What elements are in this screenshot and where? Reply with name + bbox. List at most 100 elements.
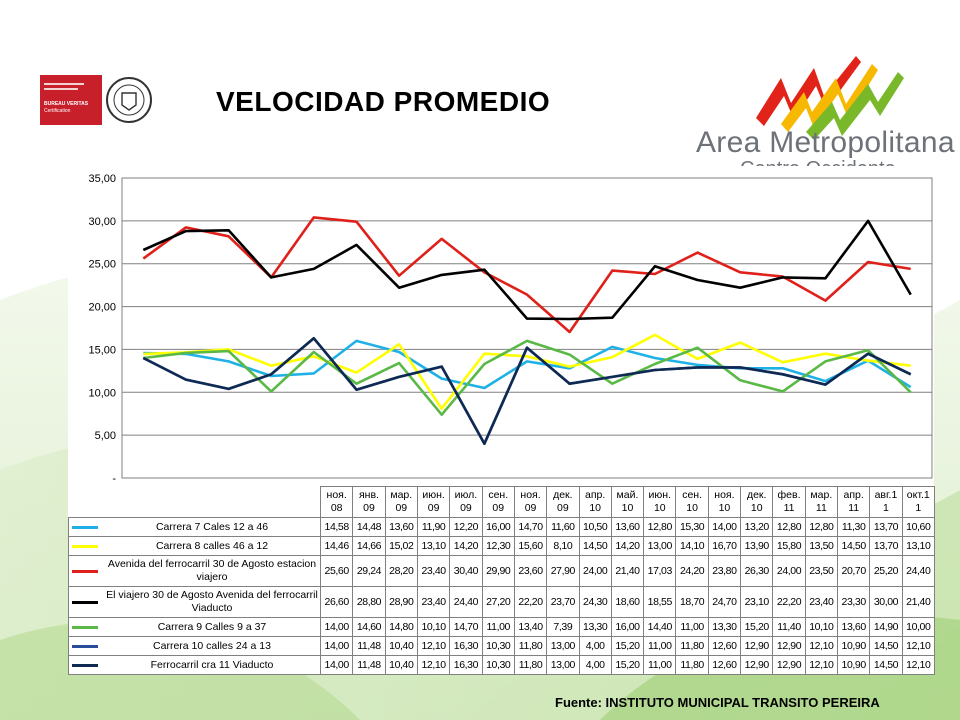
data-value: 11,00 bbox=[675, 617, 709, 637]
data-value: 11,00 bbox=[643, 636, 677, 656]
legend-entry: Carrera 7 Cales 12 a 46 bbox=[68, 517, 321, 537]
data-value: 10,10 bbox=[416, 617, 451, 637]
data-value: 13,10 bbox=[901, 536, 935, 556]
data-value: 14,50 bbox=[869, 655, 903, 675]
y-tick-label: 10,00 bbox=[88, 387, 116, 399]
data-value: 12,10 bbox=[416, 655, 451, 675]
legend-label: Carrera 8 calles 46 a 12 bbox=[155, 539, 269, 552]
data-value: 23,60 bbox=[513, 555, 548, 587]
legend-swatch bbox=[72, 644, 98, 648]
data-table: ноя. 08 янв. 09 мар. 09 июн. 09 июл. 09 сен. … bbox=[68, 486, 935, 675]
legend-label: Carrera 10 calles 24 a 13 bbox=[153, 639, 271, 652]
data-value: 14,20 bbox=[449, 536, 483, 556]
chart-panel: - 5,00 10,00 15,00 20,00 25,00 30,00 35,00 bbox=[68, 166, 934, 486]
data-value: 10,50 bbox=[578, 517, 612, 537]
data-value: 27,20 bbox=[481, 586, 515, 618]
bureau-veritas-certification-logo: BUREAU VERITAS Certification bbox=[40, 75, 156, 125]
series-line-5 bbox=[143, 339, 912, 416]
data-value: 23,40 bbox=[416, 586, 451, 618]
data-value: 25,20 bbox=[869, 555, 903, 587]
data-value: 14,00 bbox=[319, 655, 354, 675]
data-value: 23,10 bbox=[740, 586, 774, 618]
data-value: 12,90 bbox=[772, 636, 806, 656]
legend-label: Ferrocarril cra 11 Viaducto bbox=[150, 658, 274, 671]
legend-swatch bbox=[72, 625, 98, 629]
series-line-2 bbox=[143, 333, 911, 410]
data-value: 30,00 bbox=[869, 586, 903, 618]
data-value: 12,30 bbox=[481, 536, 515, 556]
cert-line-2: Certification bbox=[44, 108, 71, 114]
data-value: 24,30 bbox=[578, 586, 612, 618]
data-value: 10,30 bbox=[481, 655, 515, 675]
data-value: 14,20 bbox=[610, 536, 645, 556]
legend-label: El viajero 30 de Agosto Avenida del ferr… bbox=[106, 589, 318, 614]
data-value: 14,70 bbox=[449, 617, 483, 637]
data-value: 11,80 bbox=[675, 655, 709, 675]
data-value: 22,20 bbox=[772, 586, 806, 618]
data-value: 15,20 bbox=[740, 617, 774, 637]
legend-entry: Carrera 10 calles 24 a 13 bbox=[68, 636, 321, 656]
data-value: 22,20 bbox=[513, 586, 548, 618]
data-value: 21,40 bbox=[610, 555, 645, 587]
data-value: 10,40 bbox=[384, 655, 418, 675]
data-value: 24,70 bbox=[707, 586, 742, 618]
data-value: 13,60 bbox=[384, 517, 418, 537]
table-row: Carrera 7 Cales 12 a 46 14,58 14,48 13,60 11… bbox=[68, 517, 935, 537]
data-value: 11,48 bbox=[352, 636, 386, 656]
data-value: 11,80 bbox=[513, 636, 548, 656]
data-value: 23,40 bbox=[804, 586, 839, 618]
data-value: 10,10 bbox=[804, 617, 839, 637]
area-metropolitana-logo-icon bbox=[756, 56, 904, 140]
data-value: 23,50 bbox=[804, 555, 839, 587]
data-value: 10,60 bbox=[901, 517, 935, 537]
data-value: 14,00 bbox=[319, 617, 354, 637]
data-value: 11,60 bbox=[546, 517, 580, 537]
data-value: 28,90 bbox=[384, 586, 418, 618]
x-tick-label: янв. 09 bbox=[352, 486, 386, 518]
x-tick-label: июл. 09 bbox=[449, 486, 483, 518]
data-value: 11,90 bbox=[416, 517, 451, 537]
data-value: 12,90 bbox=[740, 636, 774, 656]
data-value: 16,30 bbox=[449, 655, 483, 675]
series-line-7 bbox=[142, 337, 912, 446]
x-tick-label: дек. 09 bbox=[546, 486, 580, 518]
x-tick-label: мар. 11 bbox=[804, 486, 839, 518]
data-value: 16,70 bbox=[707, 536, 742, 556]
series-line-4 bbox=[142, 219, 912, 321]
data-value: 13,70 bbox=[869, 536, 903, 556]
data-value: 13,20 bbox=[740, 517, 774, 537]
data-value: 4,00 bbox=[578, 655, 612, 675]
data-value: 12,10 bbox=[804, 636, 839, 656]
data-value: 12,90 bbox=[772, 655, 806, 675]
data-value: 16,30 bbox=[449, 636, 483, 656]
data-value: 12,80 bbox=[643, 517, 677, 537]
table-row: El viajero 30 de Agosto Avenida del ferr… bbox=[68, 586, 935, 618]
y-tick-label: 20,00 bbox=[88, 302, 116, 314]
logo-main-text: Area Metropolitana bbox=[696, 126, 955, 159]
x-tick-label: апр. 10 bbox=[578, 486, 612, 518]
data-value: 13,40 bbox=[513, 617, 548, 637]
data-value: 12,80 bbox=[804, 517, 839, 537]
data-value: 12,60 bbox=[707, 655, 742, 675]
table-row: Carrera 10 calles 24 a 13 14,00 11,48 10,40… bbox=[68, 636, 935, 656]
data-value: 23,30 bbox=[836, 586, 871, 618]
data-value: 7,39 bbox=[546, 617, 580, 637]
x-tick-label: авг.1 1 bbox=[869, 486, 903, 518]
data-value: 14,66 bbox=[352, 536, 386, 556]
data-value: 14,48 bbox=[352, 517, 386, 537]
data-value: 23,80 bbox=[707, 555, 742, 587]
data-value: 12,80 bbox=[772, 517, 806, 537]
data-value: 27,90 bbox=[546, 555, 580, 587]
data-value: 29,24 bbox=[352, 555, 386, 587]
x-tick-label: июн. 09 bbox=[416, 486, 451, 518]
x-tick-label: ноя. 09 bbox=[513, 486, 548, 518]
data-value: 13,00 bbox=[643, 536, 677, 556]
data-value: 12,90 bbox=[740, 655, 774, 675]
legend-entry: Ferrocarril cra 11 Viaducto bbox=[68, 655, 321, 675]
data-value: 24,00 bbox=[578, 555, 612, 587]
x-tick-label: сен. 10 bbox=[675, 486, 709, 518]
data-value: 13,60 bbox=[610, 517, 645, 537]
data-value: 15,02 bbox=[384, 536, 418, 556]
data-value: 15,20 bbox=[610, 655, 645, 675]
legend-swatch bbox=[72, 544, 98, 548]
